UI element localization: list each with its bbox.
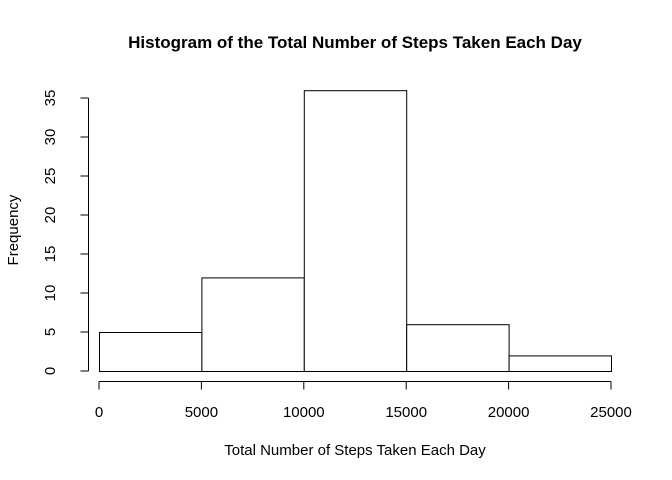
histogram-bar-3 [406,324,510,373]
y-axis-label: Frequency [5,194,22,265]
x-tick-label-1: 5000 [185,404,218,421]
y-tick-label-6: 30 [42,129,59,146]
x-axis: 0 5000 10000 15000 20000 25000 [95,381,632,421]
histogram-bar-2 [303,90,408,372]
x-tick-label-2: 10000 [283,404,325,421]
x-tick-label-4: 20000 [488,404,530,421]
histogram-bar-0 [99,332,203,372]
x-tick-label-3: 15000 [385,404,427,421]
y-tick-label-4: 20 [42,207,59,224]
bars-group [99,90,613,373]
y-tick-label-2: 10 [42,285,59,302]
x-tick-label-5: 25000 [590,404,632,421]
y-tick-label-0: 0 [42,367,59,375]
histogram-bar-4 [508,355,613,372]
y-tick-label-7: 35 [42,90,59,107]
y-axis: 0 5 10 15 20 25 30 35 [42,90,89,375]
y-tick-label-3: 15 [42,246,59,263]
x-tick-label-0: 0 [95,404,103,421]
y-tick-label-5: 25 [42,168,59,185]
histogram-bar-1 [201,277,305,372]
x-axis-label: Total Number of Steps Taken Each Day [224,442,486,459]
chart-title: Histogram of the Total Number of Steps T… [128,33,582,52]
y-tick-label-1: 5 [42,328,59,336]
